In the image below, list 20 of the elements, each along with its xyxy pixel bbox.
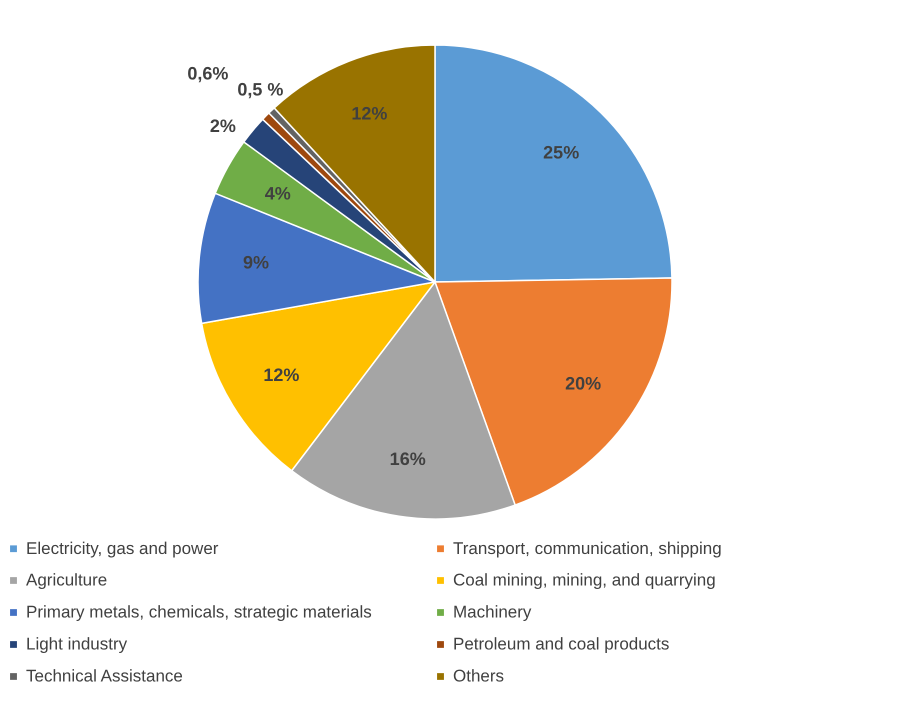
data-label: 0,5 % (237, 80, 284, 100)
data-label: 9% (242, 252, 269, 272)
data-label: 12% (263, 364, 300, 385)
legend-label: Transport, communication, shipping (453, 538, 722, 558)
legend-label: Machinery (453, 602, 532, 622)
legend-label: Others (453, 666, 504, 686)
legend-label: Coal mining, mining, and quarrying (453, 570, 716, 590)
data-label: 0,6% (187, 64, 228, 84)
legend-label: Petroleum and coal products (453, 634, 670, 654)
data-label: 16% (390, 448, 426, 469)
data-label: 2% (210, 116, 236, 136)
legend-label: Light industry (26, 634, 128, 654)
data-label: 25% (543, 142, 580, 163)
legend-label: Agriculture (26, 570, 108, 590)
data-label: 20% (565, 373, 602, 394)
data-label: 4% (264, 183, 291, 204)
legend-label: Technical Assistance (26, 666, 183, 686)
data-label: 12% (351, 103, 388, 124)
legend-label: Primary metals, chemicals, strategic materials (26, 602, 372, 622)
legend-label: Electricity, gas and power (26, 538, 219, 558)
